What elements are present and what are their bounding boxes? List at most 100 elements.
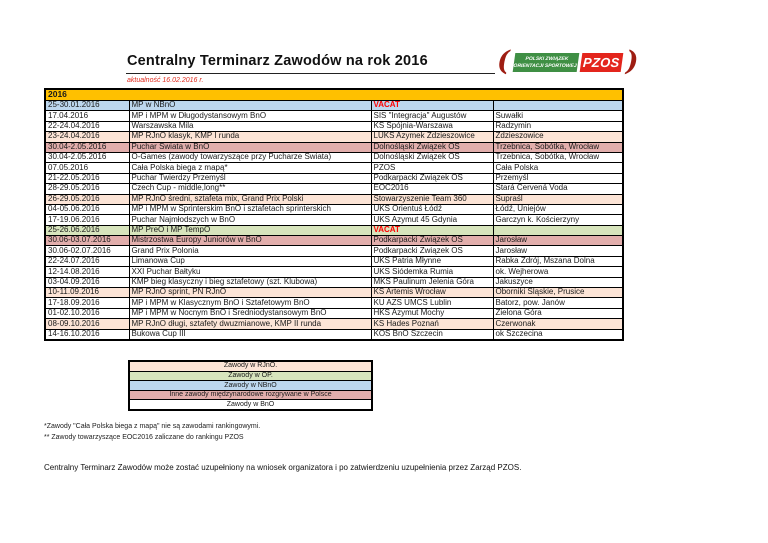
cell-event: Grand Prix Polonia — [128, 245, 372, 257]
cell-location: Garczyn k. Kościerzyny — [492, 214, 624, 226]
cell-event: MP RJnO średni, sztafeta mix, Grand Prix… — [128, 193, 372, 205]
cell-organizer: Podkarpacki Związek OS — [370, 172, 494, 185]
footnotes: *Zawody "Cała Polska biega z mapą" nie s… — [44, 421, 260, 443]
year-header-cell: 2016 — [44, 88, 624, 101]
legend-label: Zawody w RJnO. — [128, 360, 373, 372]
table-row: 12-14.08.2016 XXI Puchar Bałtyku UKS Sióde… — [44, 266, 624, 278]
table-row: 30.04-2.05.2016 O-Games (zawody towarzysz… — [44, 151, 624, 164]
cell-location: ok. Wejherowa — [492, 266, 624, 278]
cell-location: Radzymin — [492, 120, 624, 133]
events-table-body: 2016 25-30.01.2016 MP w NBnO VACAT 17.04.20… — [44, 88, 624, 341]
table-row: 01-02.10.2016 MP i MPM w Nocnym BnO i Śre… — [44, 307, 624, 320]
cell-event: Cała Polska biega z mapą* — [128, 162, 372, 174]
cell-date: 30.06-03.07.2016 — [44, 235, 130, 247]
cell-event: MP i MPM w Długodystansowym BnO — [128, 110, 372, 122]
cell-event: MP w NBnO — [128, 99, 372, 112]
table-row: 25-26.06.2016 MP PreO i MP TempO VACAT — [44, 224, 624, 237]
legend-label: Inne zawody międzynarodowe rozgrywane w … — [128, 389, 373, 401]
cell-location: ok Szczecina — [492, 328, 624, 341]
table-row: 07.05.2016 Cała Polska biega z mapą* PZOS C… — [44, 162, 624, 174]
cell-event: MP RJnO klasyk, KMP I runda — [128, 131, 372, 143]
legend-row: Zawody w BnO — [128, 399, 373, 411]
cell-location: Jakuszyce — [492, 276, 624, 289]
title-underline — [126, 73, 495, 74]
cell-organizer: Stowarzyszenie Team 360 — [370, 193, 494, 205]
logo-abbr: PZOS — [582, 54, 621, 70]
cell-organizer: KU AZS UMCS Lublin — [370, 297, 494, 309]
table-row: 30.04-2.05.2016 Puchar Świata w BnO Dolnoś… — [44, 141, 624, 153]
table-row: 22-24.07.2016 Limanowa Cup UKS Patria Młyn… — [44, 255, 624, 268]
year-header-row: 2016 — [44, 88, 624, 101]
cell-event: Czech Cup - middle,long** — [128, 183, 372, 195]
table-row: 22-24.04.2016 Warszawska Mila KS Spójnia-W… — [44, 120, 624, 133]
cell-location: Łódź, Uniejów — [492, 203, 624, 216]
table-row: 08-09.10.2016 MP RJnO długi, sztafety dwu… — [44, 318, 624, 330]
events-calendar-table: 2016 25-30.01.2016 MP w NBnO VACAT 17.04.20… — [44, 88, 625, 341]
cell-organizer: Dolnośląski Związek OS — [370, 151, 494, 164]
cell-event: MP i MPM w Sprinterskim BnO i sztafetach… — [128, 203, 372, 216]
table-row: 04-05.06.2016 MP i MPM w Sprinterskim BnO… — [44, 203, 624, 216]
legend-row: Zawody w RJnO. — [128, 360, 373, 372]
cell-organizer: VACAT — [370, 224, 494, 237]
cell-location — [492, 99, 624, 112]
logo-org-line2: ORIENTACJI SPORTOWEJ — [513, 62, 578, 68]
cell-location — [492, 224, 624, 237]
cell-location: Zdzieszowice — [492, 131, 624, 143]
cell-event: Mistrzostwa Europy Juniorów w BnO — [128, 235, 372, 247]
legend-label: Zawody w NBnO — [128, 380, 373, 391]
table-row: 17-19.06.2016 Puchar Najmłodszych w BnO UK… — [44, 214, 624, 226]
cell-organizer: HKS Azymut Mochy — [370, 307, 494, 320]
cell-organizer: SIS "Integracja" Augustów — [370, 110, 494, 122]
cell-date: 22-24.04.2016 — [44, 120, 130, 133]
legend-row: Zawody w OP. — [128, 370, 373, 382]
cell-date: 30.04-2.05.2016 — [44, 141, 130, 153]
cell-organizer: KOS BnO Szczecin — [370, 328, 494, 341]
cell-event: Bukowa Cup III — [128, 328, 372, 341]
table-row: 30.06-02.07.2016 Grand Prix Polonia Podkar… — [44, 245, 624, 257]
cell-organizer: UKS Azymut 45 Gdynia — [370, 214, 494, 226]
cell-event: MP RJnO długi, sztafety dwuzmianowe, KMP… — [128, 318, 372, 330]
cell-date: 28-29.05.2016 — [44, 183, 130, 195]
cell-organizer: UKS Siódemka Rumia — [370, 266, 494, 278]
cell-date: 26-29.05.2016 — [44, 193, 130, 205]
cell-location: Zielona Góra — [492, 307, 624, 320]
cell-date: 30.04-2.05.2016 — [44, 151, 130, 164]
cell-date: 17.04.2016 — [44, 110, 130, 122]
table-row: 17-18.09.2016 MP i MPM w Klasycznym BnO i… — [44, 297, 624, 309]
cell-event: Puchar Twierdzy Przemyśl — [128, 172, 372, 185]
cell-organizer: EOC2016 — [370, 183, 494, 195]
cell-date: 08-09.10.2016 — [44, 318, 130, 330]
pzos-logo: ( POLSKI ZWIĄZEK ORIENTACJI SPORTOWEJ PZ… — [497, 46, 639, 77]
cell-location: Batorz, pow. Janów — [492, 297, 624, 309]
cell-location: Cała Polska — [492, 162, 624, 174]
cell-event: MP RJnO sprint, PN RJnO — [128, 287, 372, 299]
table-row: 10-11.09.2016 MP RJnO sprint, PN RJnO KS A… — [44, 287, 624, 299]
cell-location: Trzebnica, Sobótka, Wrocław — [492, 151, 624, 164]
cell-event: Limanowa Cup — [128, 255, 372, 268]
logo-org-line1: POLSKI ZWIĄZEK — [524, 55, 568, 62]
footnote-line: ** Zawody towarzyszące EOC2016 zaliczane… — [44, 434, 244, 442]
cell-organizer: PZOS — [370, 162, 494, 174]
cell-location: Stará Červená Voda — [492, 183, 624, 195]
page-title: Centralny Terminarz Zawodów na rok 2016 — [127, 53, 428, 69]
legend-table: Zawody w RJnO. Zawody w OP. Zawody w NBnO I… — [128, 360, 373, 411]
cell-event: Puchar Świata w BnO — [128, 141, 372, 153]
cell-organizer: UKS Orientuś Łódź — [370, 203, 494, 216]
cell-date: 17-19.06.2016 — [44, 214, 130, 226]
cell-date: 25-30.01.2016 — [44, 99, 130, 112]
footer-note: Centralny Terminarz Zawodów może zostać … — [44, 463, 522, 472]
logo-right-paren-icon: ) — [625, 46, 639, 77]
table-row: 21-22.05.2016 Puchar Twierdzy Przemyśl Pod… — [44, 172, 624, 185]
legend-row: Inne zawody międzynarodowe rozgrywane w … — [128, 389, 373, 401]
cell-location: Oborniki Śląskie, Prusice — [492, 287, 624, 299]
cell-organizer: KS Spójnia-Warszawa — [370, 120, 494, 133]
footnote-line: *Zawody "Cała Polska biega z mapą" nie s… — [44, 423, 261, 430]
cell-location: Suwałki — [492, 110, 624, 122]
cell-organizer: KS Artemis Wrocław — [370, 287, 494, 299]
cell-location: Przemyśl — [492, 172, 624, 185]
cell-event: KMP bieg klasyczny i bieg sztafetowy (sz… — [128, 276, 372, 289]
cell-date: 12-14.08.2016 — [44, 266, 130, 278]
cell-event: XXI Puchar Bałtyku — [128, 266, 372, 278]
cell-event: O-Games (zawody towarzyszące przy Puchar… — [128, 151, 372, 164]
